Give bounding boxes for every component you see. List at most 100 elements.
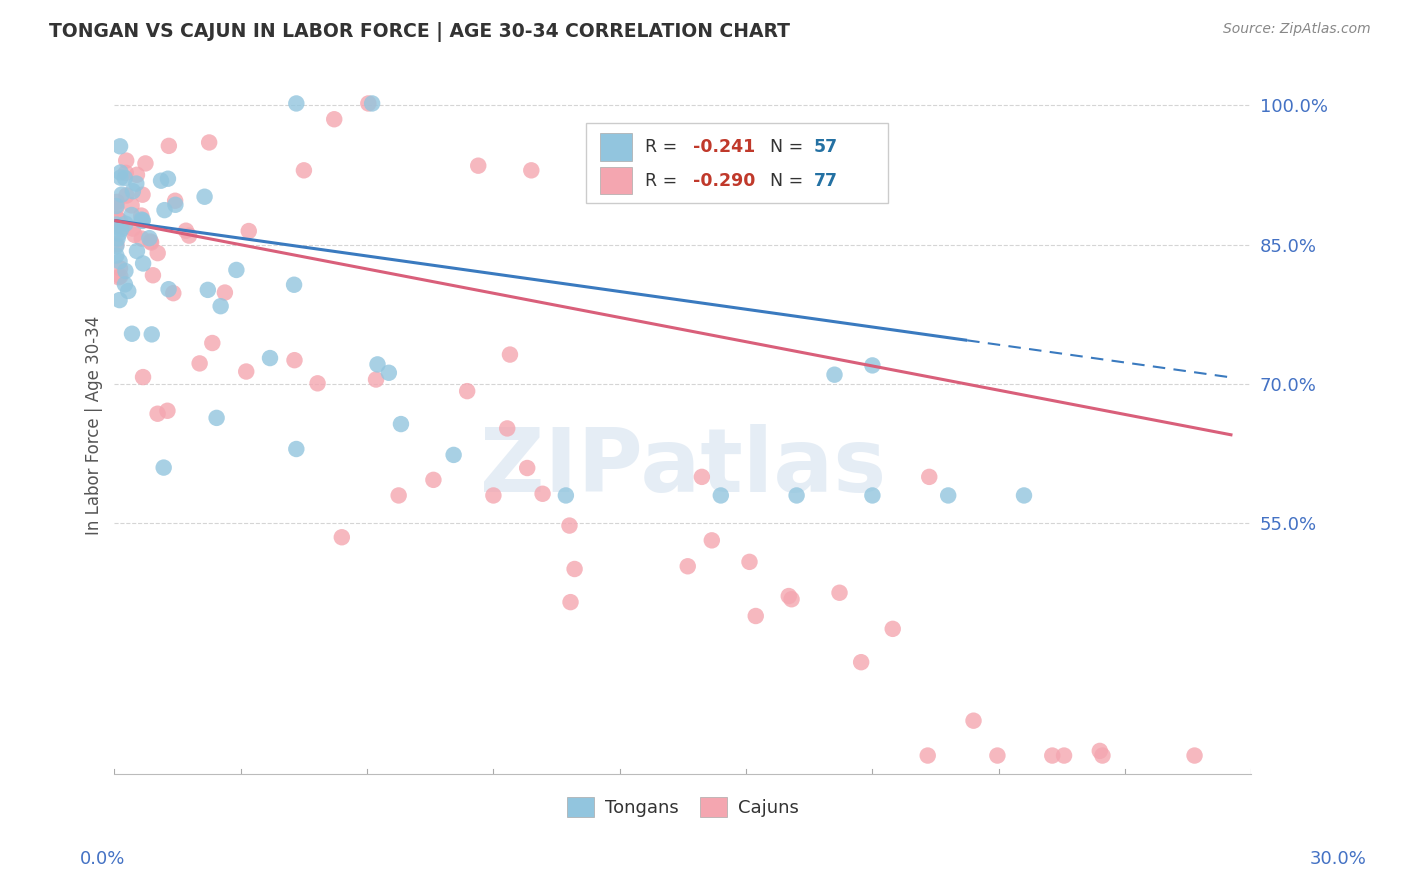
Point <box>676 559 699 574</box>
Point <box>828 586 851 600</box>
Point <box>124 227 146 242</box>
Point <box>690 470 713 484</box>
Point <box>283 353 305 368</box>
Point <box>205 410 228 425</box>
Point <box>962 714 984 728</box>
Point <box>482 488 505 502</box>
Point <box>111 187 134 202</box>
Point <box>456 384 478 398</box>
Point <box>1012 488 1035 502</box>
FancyBboxPatch shape <box>586 123 887 202</box>
Point <box>558 518 581 533</box>
Point <box>710 488 733 502</box>
Point <box>917 748 939 763</box>
Point <box>115 188 138 202</box>
Point <box>121 326 143 341</box>
Point <box>882 622 904 636</box>
Point <box>197 283 219 297</box>
Point <box>108 227 131 241</box>
Point <box>361 96 384 111</box>
Point <box>520 163 543 178</box>
Point <box>1184 748 1206 763</box>
Point <box>105 211 128 226</box>
Point <box>132 213 155 227</box>
Point <box>564 562 586 576</box>
Point <box>259 351 281 365</box>
Point <box>139 235 162 250</box>
Point <box>531 487 554 501</box>
Point <box>108 293 131 307</box>
Point <box>238 224 260 238</box>
Point <box>225 263 247 277</box>
Point <box>323 112 346 127</box>
Point <box>174 224 197 238</box>
Point <box>107 270 129 285</box>
Point <box>467 159 489 173</box>
Point <box>357 96 380 111</box>
Point <box>138 231 160 245</box>
Point <box>1053 748 1076 763</box>
Point <box>285 442 308 456</box>
Text: 30.0%: 30.0% <box>1310 850 1367 868</box>
Text: -0.290: -0.290 <box>693 171 755 189</box>
Point <box>214 285 236 300</box>
Point <box>110 170 132 185</box>
Text: 57: 57 <box>814 138 838 156</box>
Point <box>121 198 143 212</box>
Point <box>283 277 305 292</box>
Point <box>114 217 136 231</box>
Point <box>105 199 128 213</box>
Point <box>114 277 136 292</box>
Point <box>849 655 872 669</box>
Point <box>105 239 128 253</box>
Point <box>201 336 224 351</box>
Point <box>107 231 129 245</box>
Point <box>235 365 257 379</box>
Point <box>105 218 128 232</box>
Point <box>860 359 883 373</box>
Point <box>142 268 165 283</box>
Point <box>108 139 131 153</box>
Point <box>132 370 155 384</box>
Point <box>108 261 131 276</box>
Bar <box>600 167 631 194</box>
Point <box>422 473 444 487</box>
Point <box>139 235 162 249</box>
Point <box>198 136 221 150</box>
Point <box>986 748 1008 763</box>
Point <box>122 221 145 235</box>
Point <box>165 198 187 212</box>
Point <box>367 358 389 372</box>
Text: N =: N = <box>759 171 808 189</box>
Point <box>131 212 153 227</box>
Point <box>157 282 180 296</box>
Point <box>110 269 132 284</box>
Text: R =: R = <box>645 138 683 156</box>
Point <box>1040 748 1063 763</box>
Point <box>125 177 148 191</box>
Text: 0.0%: 0.0% <box>80 850 125 868</box>
Point <box>554 488 576 502</box>
Text: R =: R = <box>645 171 683 189</box>
Bar <box>600 133 631 161</box>
Point <box>560 595 582 609</box>
Point <box>285 96 308 111</box>
Text: ZIPatlas: ZIPatlas <box>479 424 886 511</box>
Point <box>780 592 803 607</box>
Point <box>330 530 353 544</box>
Point <box>918 470 941 484</box>
Point <box>860 488 883 502</box>
Point <box>131 187 153 202</box>
Point <box>738 555 761 569</box>
Point <box>121 208 143 222</box>
Point <box>105 202 128 216</box>
Point <box>162 286 184 301</box>
Point <box>496 421 519 435</box>
Point <box>125 244 148 258</box>
Point <box>499 348 522 362</box>
Point <box>132 256 155 270</box>
Point <box>156 171 179 186</box>
Point <box>152 460 174 475</box>
Point <box>134 156 156 170</box>
Point <box>1091 748 1114 763</box>
